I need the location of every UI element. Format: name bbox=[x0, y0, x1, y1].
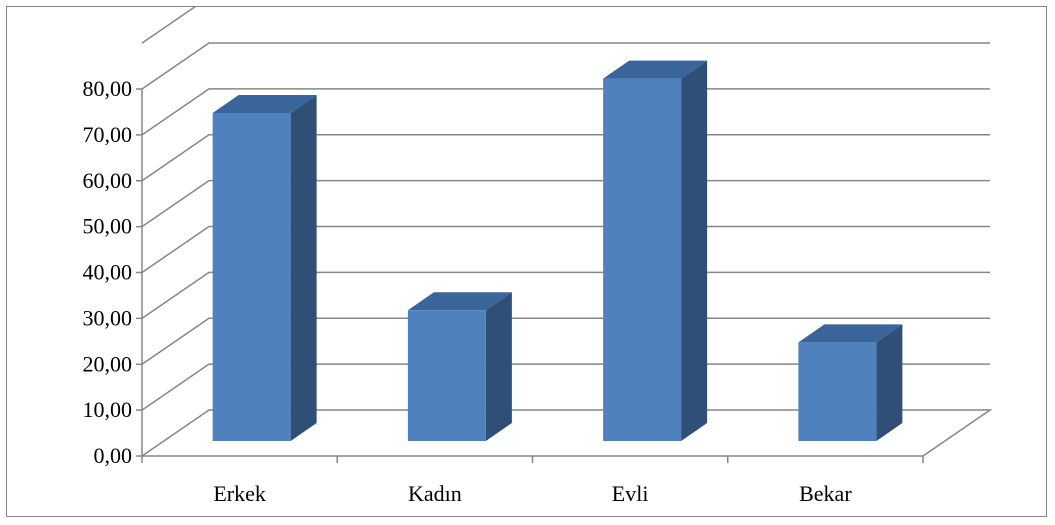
bar-top bbox=[407, 292, 512, 311]
gridline bbox=[141, 363, 990, 411]
bar-top bbox=[212, 94, 317, 113]
y-tick-label: 40,00 bbox=[83, 260, 133, 285]
gridline bbox=[141, 134, 990, 182]
bar-top bbox=[798, 324, 903, 343]
gridline bbox=[141, 42, 990, 90]
floor-outline bbox=[141, 409, 993, 457]
y-tick-label: 60,00 bbox=[83, 168, 133, 193]
bar bbox=[407, 292, 512, 441]
y-tick-label: 30,00 bbox=[83, 305, 133, 330]
bar-side bbox=[876, 324, 903, 441]
gridline bbox=[141, 179, 990, 228]
x-category-label: Evli bbox=[612, 481, 649, 506]
gridlines bbox=[141, 7, 993, 457]
x-category-label: Kadın bbox=[408, 481, 462, 506]
bar-top bbox=[603, 60, 708, 79]
labels: 0,00 10,00 20,00 30,00 40,00 50,00 60,00 70,00 8… bbox=[83, 76, 853, 506]
bar bbox=[212, 94, 317, 442]
bar-side bbox=[290, 94, 317, 442]
bar-front bbox=[798, 342, 877, 441]
gridline bbox=[141, 271, 990, 319]
bar-side bbox=[485, 292, 512, 441]
y-tick-label: 80,00 bbox=[83, 76, 133, 101]
bar bbox=[798, 324, 903, 441]
y-tick-label: 70,00 bbox=[83, 122, 133, 147]
bar-front bbox=[407, 310, 486, 441]
y-tick-label: 0,00 bbox=[94, 443, 133, 468]
y-tick-label: 10,00 bbox=[83, 397, 133, 422]
gridline bbox=[141, 225, 990, 274]
gridline-top bbox=[141, 7, 196, 44]
chart-area: 0,00 10,00 20,00 30,00 40,00 50,00 60,00 70,00 8… bbox=[6, 6, 1047, 517]
bar-side bbox=[681, 60, 708, 442]
gridline bbox=[141, 88, 990, 136]
gridline bbox=[141, 317, 990, 365]
bars bbox=[212, 60, 903, 442]
bar bbox=[603, 60, 708, 442]
bar-chart: 0,00 10,00 20,00 30,00 40,00 50,00 60,00 70,00 8… bbox=[83, 7, 993, 506]
axes bbox=[136, 88, 924, 463]
x-category-label: Erkek bbox=[213, 481, 266, 506]
x-category-label: Bekar bbox=[799, 481, 852, 506]
bar-front bbox=[212, 112, 291, 442]
y-tick-label: 20,00 bbox=[83, 351, 133, 376]
bar-front bbox=[603, 78, 682, 442]
y-tick-label: 50,00 bbox=[83, 214, 133, 239]
